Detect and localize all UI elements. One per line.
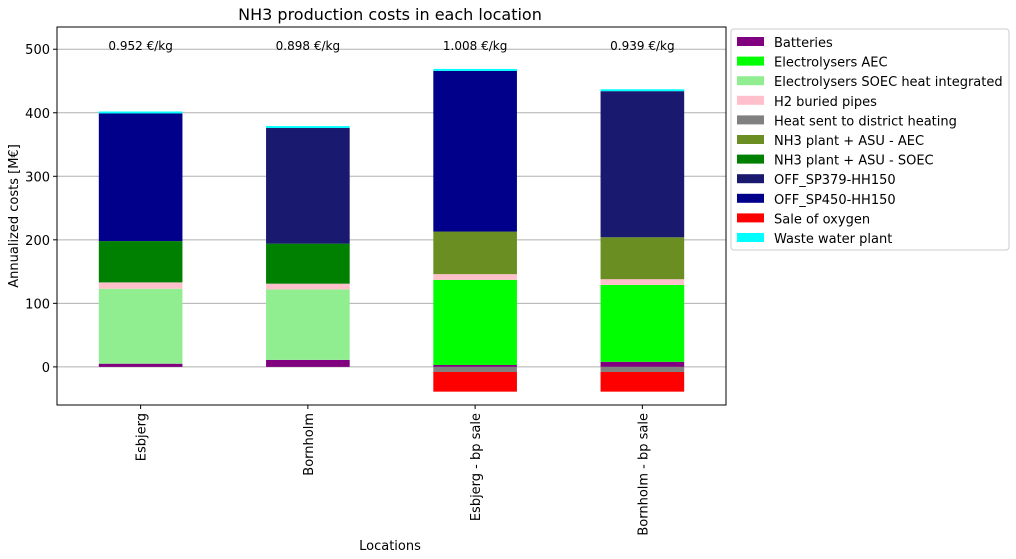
x-tick-label: Bornholm - bp sale <box>636 413 651 536</box>
cost-annotation: 0.939 €/kg <box>610 39 674 53</box>
legend-swatch <box>737 233 764 242</box>
bar-segment <box>266 243 350 284</box>
bar-segment <box>600 279 685 285</box>
bar-segment <box>600 284 685 362</box>
bars <box>98 68 685 392</box>
bar-segment <box>433 70 517 232</box>
chart-title: NH3 production costs in each location <box>238 5 542 24</box>
bar-segment <box>98 241 183 283</box>
cost-annotation: 0.898 €/kg <box>276 39 340 53</box>
legend-swatch <box>737 174 764 184</box>
legend-swatch <box>737 76 764 86</box>
y-tick-label: 400 <box>25 107 50 122</box>
legend-swatch <box>737 135 764 144</box>
bar-annotations: 0.952 €/kg 0.898 €/kg 1.008 €/kg 0.939 €/kg <box>108 39 674 53</box>
x-axis-label: Locations <box>359 539 421 554</box>
bar-segment <box>600 371 685 392</box>
legend-frame <box>730 28 1010 251</box>
x-tick-label: Bornholm <box>302 413 317 476</box>
bar-segment <box>433 371 517 392</box>
legend-label: OFF_SP450-HH150 <box>774 193 896 208</box>
bar-segment <box>600 361 685 367</box>
bar-segment <box>433 231 517 275</box>
cost-annotation: 1.008 €/kg <box>443 39 507 53</box>
x-tick-label: Esbjerg <box>135 413 150 461</box>
legend-swatch <box>737 37 764 46</box>
y-tick-label: 100 <box>25 297 50 312</box>
legend-swatch <box>737 56 764 66</box>
y-axis-label: Annualized costs [M€] <box>7 144 22 288</box>
legend-swatch <box>737 95 764 105</box>
legend-label: NH3 plant + ASU - SOEC <box>774 154 934 169</box>
legend-label: Sale of oxygen <box>774 212 870 227</box>
bar-segment <box>98 363 183 367</box>
y-tick-label: 500 <box>25 43 50 58</box>
x-axis: Esbjerg Bornholm Esbjerg - bp sale Bornholm… <box>135 405 651 536</box>
bar-segment <box>433 366 517 372</box>
legend-label: Electrolysers SOEC heat integrated <box>774 75 1003 90</box>
bar-segment <box>266 289 350 360</box>
bar-segment <box>266 126 350 129</box>
cost-annotation: 0.952 €/kg <box>108 39 172 53</box>
bar-segment <box>98 288 183 364</box>
legend-label: OFF_SP379-HH150 <box>774 173 896 188</box>
legend-label: Heat sent to district heating <box>774 114 957 129</box>
y-tick-label: 200 <box>25 234 50 249</box>
bar-segment <box>266 283 350 290</box>
bar-segment <box>266 128 350 244</box>
bar-segment <box>98 282 183 289</box>
legend-label: H2 buried pipes <box>774 95 877 110</box>
legend: Batteries Electrolysers AEC Electrolysers … <box>730 28 1010 251</box>
bar-segment <box>600 237 685 280</box>
legend-swatch <box>737 213 764 223</box>
y-axis: 0 100 200 300 400 500 <box>25 43 57 376</box>
bar-segment <box>266 359 350 367</box>
legend-swatch <box>737 154 764 164</box>
bar-segment <box>98 111 183 114</box>
bar-segment <box>600 89 685 92</box>
bar-segment <box>98 113 183 242</box>
bar-segment <box>433 364 517 367</box>
legend-label: Batteries <box>774 36 833 51</box>
bar-segment <box>433 274 517 280</box>
legend-label: Waste water plant <box>774 232 892 247</box>
legend-swatch <box>737 193 764 203</box>
bar-segment <box>433 279 517 365</box>
legend-label: Electrolysers AEC <box>774 56 888 71</box>
y-tick-label: 0 <box>42 361 50 376</box>
legend-label: NH3 plant + ASU - AEC <box>774 134 924 149</box>
x-tick-label: Esbjerg - bp sale <box>469 413 484 521</box>
bar-segment <box>600 366 685 372</box>
y-tick-label: 300 <box>25 170 50 185</box>
bar-segment <box>600 91 685 238</box>
plot-frame <box>56 26 727 406</box>
bar-segment <box>433 68 517 71</box>
legend-swatch <box>737 115 764 125</box>
